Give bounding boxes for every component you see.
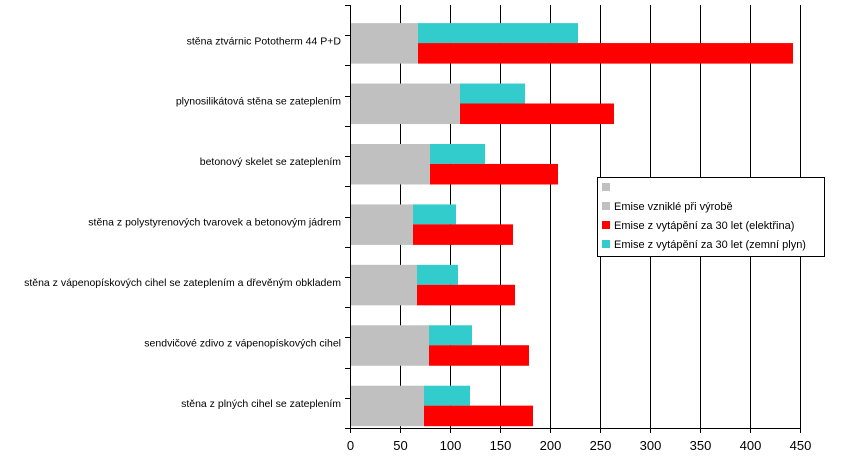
- legend-layer: Emise vzniklé při výrobě Emise z vytápění…: [597, 177, 825, 257]
- bar-electricity-4: [417, 284, 515, 306]
- bar-production-4: [350, 264, 417, 306]
- bar-electricity-2: [430, 163, 558, 185]
- category-label-3: stěna z polystyrenových tvarovek a beton…: [88, 217, 341, 229]
- x-tick-label-50: 50: [393, 438, 407, 453]
- legend-swatch-1: [602, 202, 610, 210]
- bar-electricity-6: [424, 405, 533, 427]
- x-tick-label-100: 100: [440, 438, 462, 453]
- legend-swatch-2: [602, 221, 610, 229]
- bar-production-3: [350, 204, 413, 245]
- bar-production-0: [350, 23, 418, 64]
- bar-layer: [350, 23, 793, 427]
- bar-electricity-5: [429, 345, 529, 366]
- x-tick-label-0: 0: [347, 438, 354, 453]
- bar-gas-0: [418, 23, 578, 44]
- legend-label-3: Emise z vytápění za 30 let (zemní plyn): [614, 239, 806, 251]
- bar-gas-1: [460, 83, 525, 104]
- legend-swatch-0: [602, 183, 610, 191]
- bar-electricity-1: [460, 103, 614, 125]
- bar-gas-4: [417, 264, 458, 285]
- x-tick-label-450: 450: [790, 438, 812, 453]
- label-layer: stěna ztvárnic Pototherm 44 P+D plynosili…: [24, 35, 811, 453]
- axis-layer: [345, 5, 801, 433]
- bar-production-1: [350, 83, 460, 125]
- bar-production-5: [350, 325, 429, 366]
- bar-production-6: [350, 385, 424, 427]
- category-label-5: sendvičové zdivo z vápenopískových cihel: [144, 337, 341, 349]
- bar-gas-2: [430, 143, 485, 164]
- bar-production-2: [350, 143, 430, 185]
- bar-electricity-3: [413, 224, 513, 245]
- x-tick-label-400: 400: [740, 438, 762, 453]
- bar-electricity-0: [418, 43, 793, 64]
- category-label-2: betonový skelet se zateplením: [200, 156, 342, 168]
- legend-label-2: Emise z vytápění za 30 let (elektřina): [614, 220, 794, 232]
- x-tick-label-350: 350: [690, 438, 712, 453]
- x-tick-label-250: 250: [590, 438, 612, 453]
- x-tick-label-200: 200: [540, 438, 562, 453]
- category-label-0: stěna ztvárnic Pototherm 44 P+D: [187, 35, 342, 47]
- bar-gas-3: [413, 204, 456, 225]
- bar-gas-6: [424, 385, 470, 406]
- legend-label-1: Emise vzniklé při výrobě: [614, 201, 733, 213]
- category-label-6: stěna z plných cihel se zateplením: [181, 398, 341, 410]
- x-tick-label-300: 300: [640, 438, 662, 453]
- category-label-1: plynosilikátová stěna se zateplením: [176, 96, 341, 108]
- bar-gas-5: [429, 325, 472, 346]
- x-tick-label-150: 150: [490, 438, 512, 453]
- legend-swatch-3: [602, 240, 610, 248]
- legend-box: [597, 177, 825, 257]
- category-label-4: stěna z vápenopískových cihel se zateple…: [24, 277, 341, 289]
